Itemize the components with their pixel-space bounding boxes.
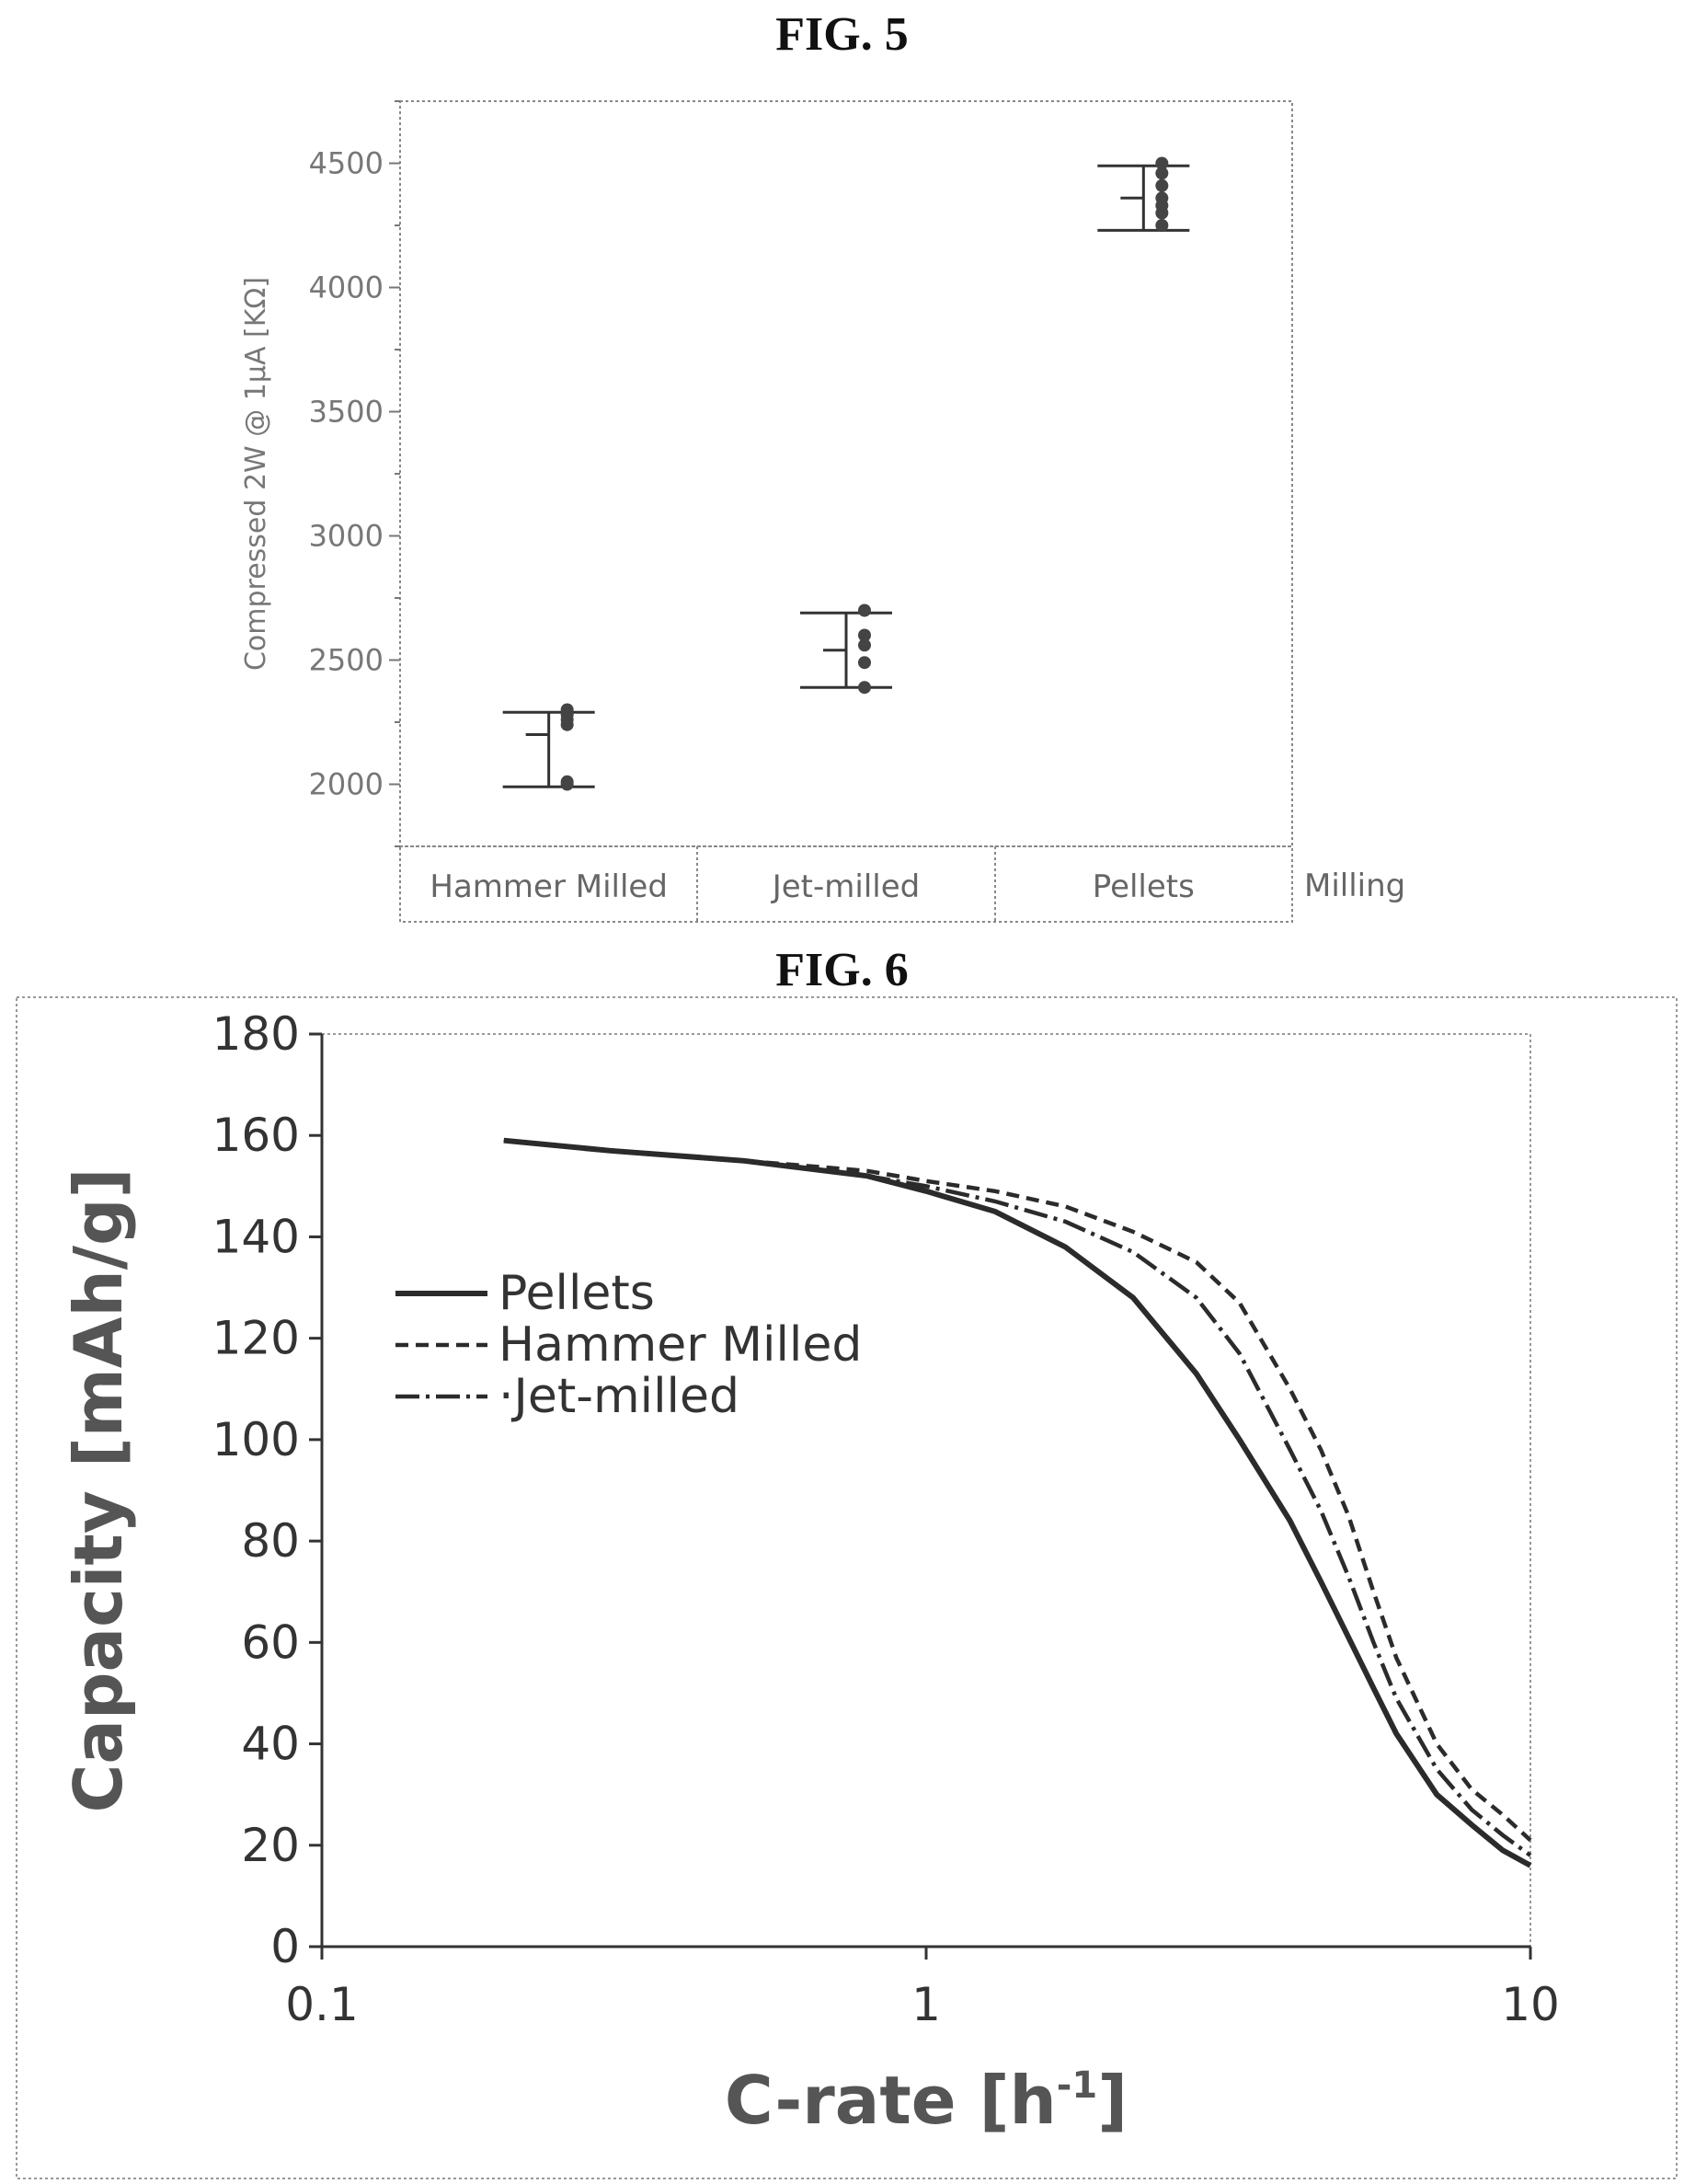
- fig6-x-tick-label: 1: [911, 1978, 941, 2031]
- fig5-y-axis-label: Compressed 2W @ 1μA [KΩ]: [240, 277, 272, 671]
- fig6-y-axis-label: Capacity [mAh/g]: [60, 1168, 137, 1813]
- fig5-y-tick-label: 3500: [309, 395, 384, 430]
- fig5-data-point: [1155, 219, 1168, 232]
- fig6-y-tick-label: 140: [212, 1210, 300, 1263]
- fig6-title: FIG. 6: [0, 943, 1684, 998]
- fig6-y-tick-label: 120: [212, 1312, 300, 1365]
- fig6-x-axis-label: C-rate [h-1]: [725, 2062, 1128, 2139]
- fig5-y-tick-label: 4000: [309, 270, 384, 305]
- fig6-legend-label: Pellets: [498, 1266, 655, 1321]
- fig5-y-tick-label: 2500: [309, 643, 384, 678]
- fig6-legend-label: Hammer Milled: [498, 1317, 862, 1373]
- fig5-x-axis-label: Milling: [1304, 868, 1405, 904]
- fig6-y-tick-label: 80: [241, 1514, 300, 1568]
- fig6-y-tick-label: 60: [241, 1615, 300, 1669]
- fig5-y-tick-label: 3000: [309, 519, 384, 554]
- fig5-data-point: [858, 629, 871, 642]
- fig6-series-line: [504, 1141, 1530, 1866]
- fig6-y-tick-label: 160: [212, 1109, 300, 1162]
- fig5-category-label: Hammer Milled: [430, 868, 668, 905]
- fig6-y-tick-label: 40: [241, 1718, 300, 1771]
- fig6-x-tick-label: 10: [1501, 1978, 1560, 2031]
- fig5-data-point: [1155, 179, 1168, 192]
- fig6-y-tick-label: 0: [270, 1920, 300, 1973]
- fig5-data-point: [561, 776, 574, 788]
- fig5-y-tick-label: 2000: [309, 767, 384, 802]
- fig5-chart: 2000 2500 3000 3500 4000 4500 Hammer Milled Jet…: [0, 0, 1684, 938]
- fig6-y-tick-label: 20: [241, 1819, 300, 1872]
- fig6-plot-frame: [322, 1034, 1530, 1947]
- fig5-data-point: [858, 656, 871, 669]
- fig5-data-point: [1155, 191, 1168, 204]
- fig5-category-label: Pellets: [1093, 868, 1195, 905]
- fig5-data-point: [561, 704, 574, 717]
- fig5-y-tick-label: 4500: [309, 146, 384, 181]
- fig5-data-point: [1155, 157, 1168, 170]
- fig6-y-tick-label: 180: [212, 1007, 300, 1061]
- fig6-chart: 0 20 40 60 80 100 120 140 160 180 0.1 1 10 PelletsHam…: [0, 994, 1684, 2184]
- fig5-data-point: [858, 604, 871, 617]
- fig6-x-tick-label: 0.1: [285, 1978, 359, 2031]
- fig6-series-line: [504, 1141, 1530, 1856]
- fig6-series-line: [504, 1141, 1530, 1841]
- fig6-legend-label: ·Jet-milled: [498, 1369, 739, 1424]
- fig5-category-label: Jet-milled: [771, 868, 921, 905]
- fig5-data-point: [858, 681, 871, 694]
- fig6-y-tick-label: 100: [212, 1413, 300, 1466]
